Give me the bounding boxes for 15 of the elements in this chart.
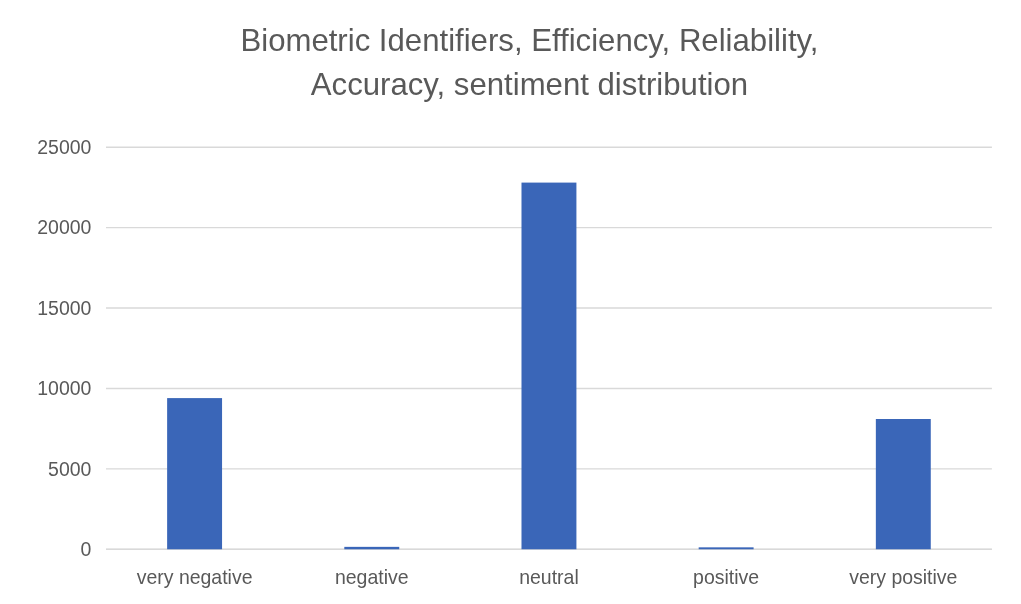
y-tick-label: 5000 [48,457,92,480]
y-tick-label: 0 [80,538,92,561]
x-tick-label: very negative [136,566,253,589]
x-tick-label: positive [693,566,760,589]
bar [875,419,931,550]
x-tick-label: neutral [519,566,579,589]
x-tick-label: very positive [849,566,958,589]
chart-title: Biometric Identifiers, Efficiency, Reliability, Accuracy, sentiment distribution [240,22,819,102]
y-tick-label: 20000 [37,216,92,239]
bar [167,398,223,550]
y-tick-label: 25000 [37,136,92,159]
y-tick-label: 15000 [37,296,92,319]
y-tick-label: 10000 [37,377,92,400]
bar [521,182,577,550]
x-tick-label: negative [334,566,409,589]
